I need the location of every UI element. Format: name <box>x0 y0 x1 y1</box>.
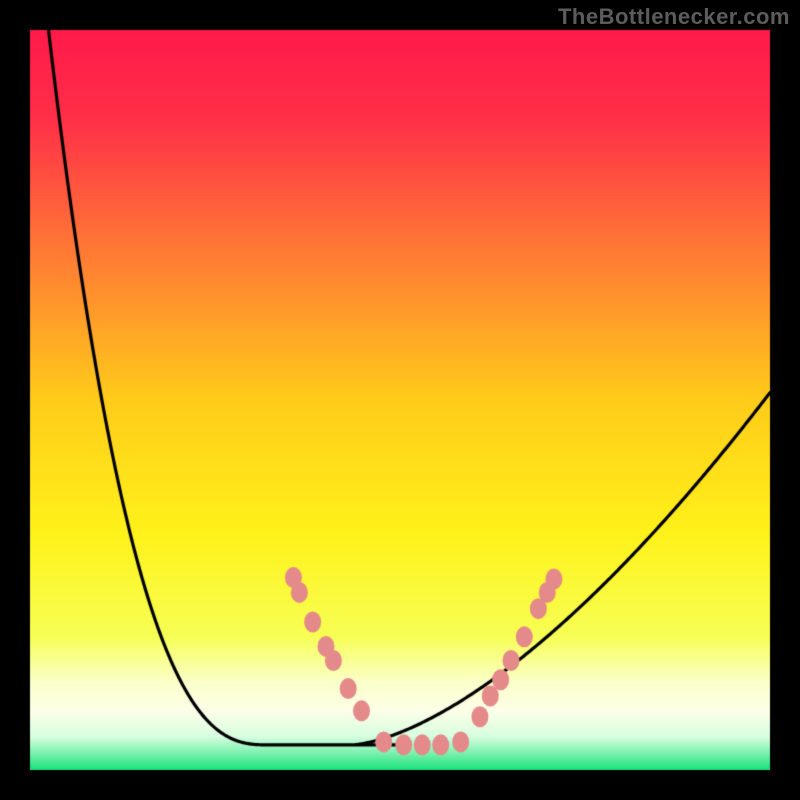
chart-stage: TheBottlenecker.com <box>0 0 800 800</box>
chart-canvas <box>0 0 800 800</box>
watermark: TheBottlenecker.com <box>558 4 790 30</box>
